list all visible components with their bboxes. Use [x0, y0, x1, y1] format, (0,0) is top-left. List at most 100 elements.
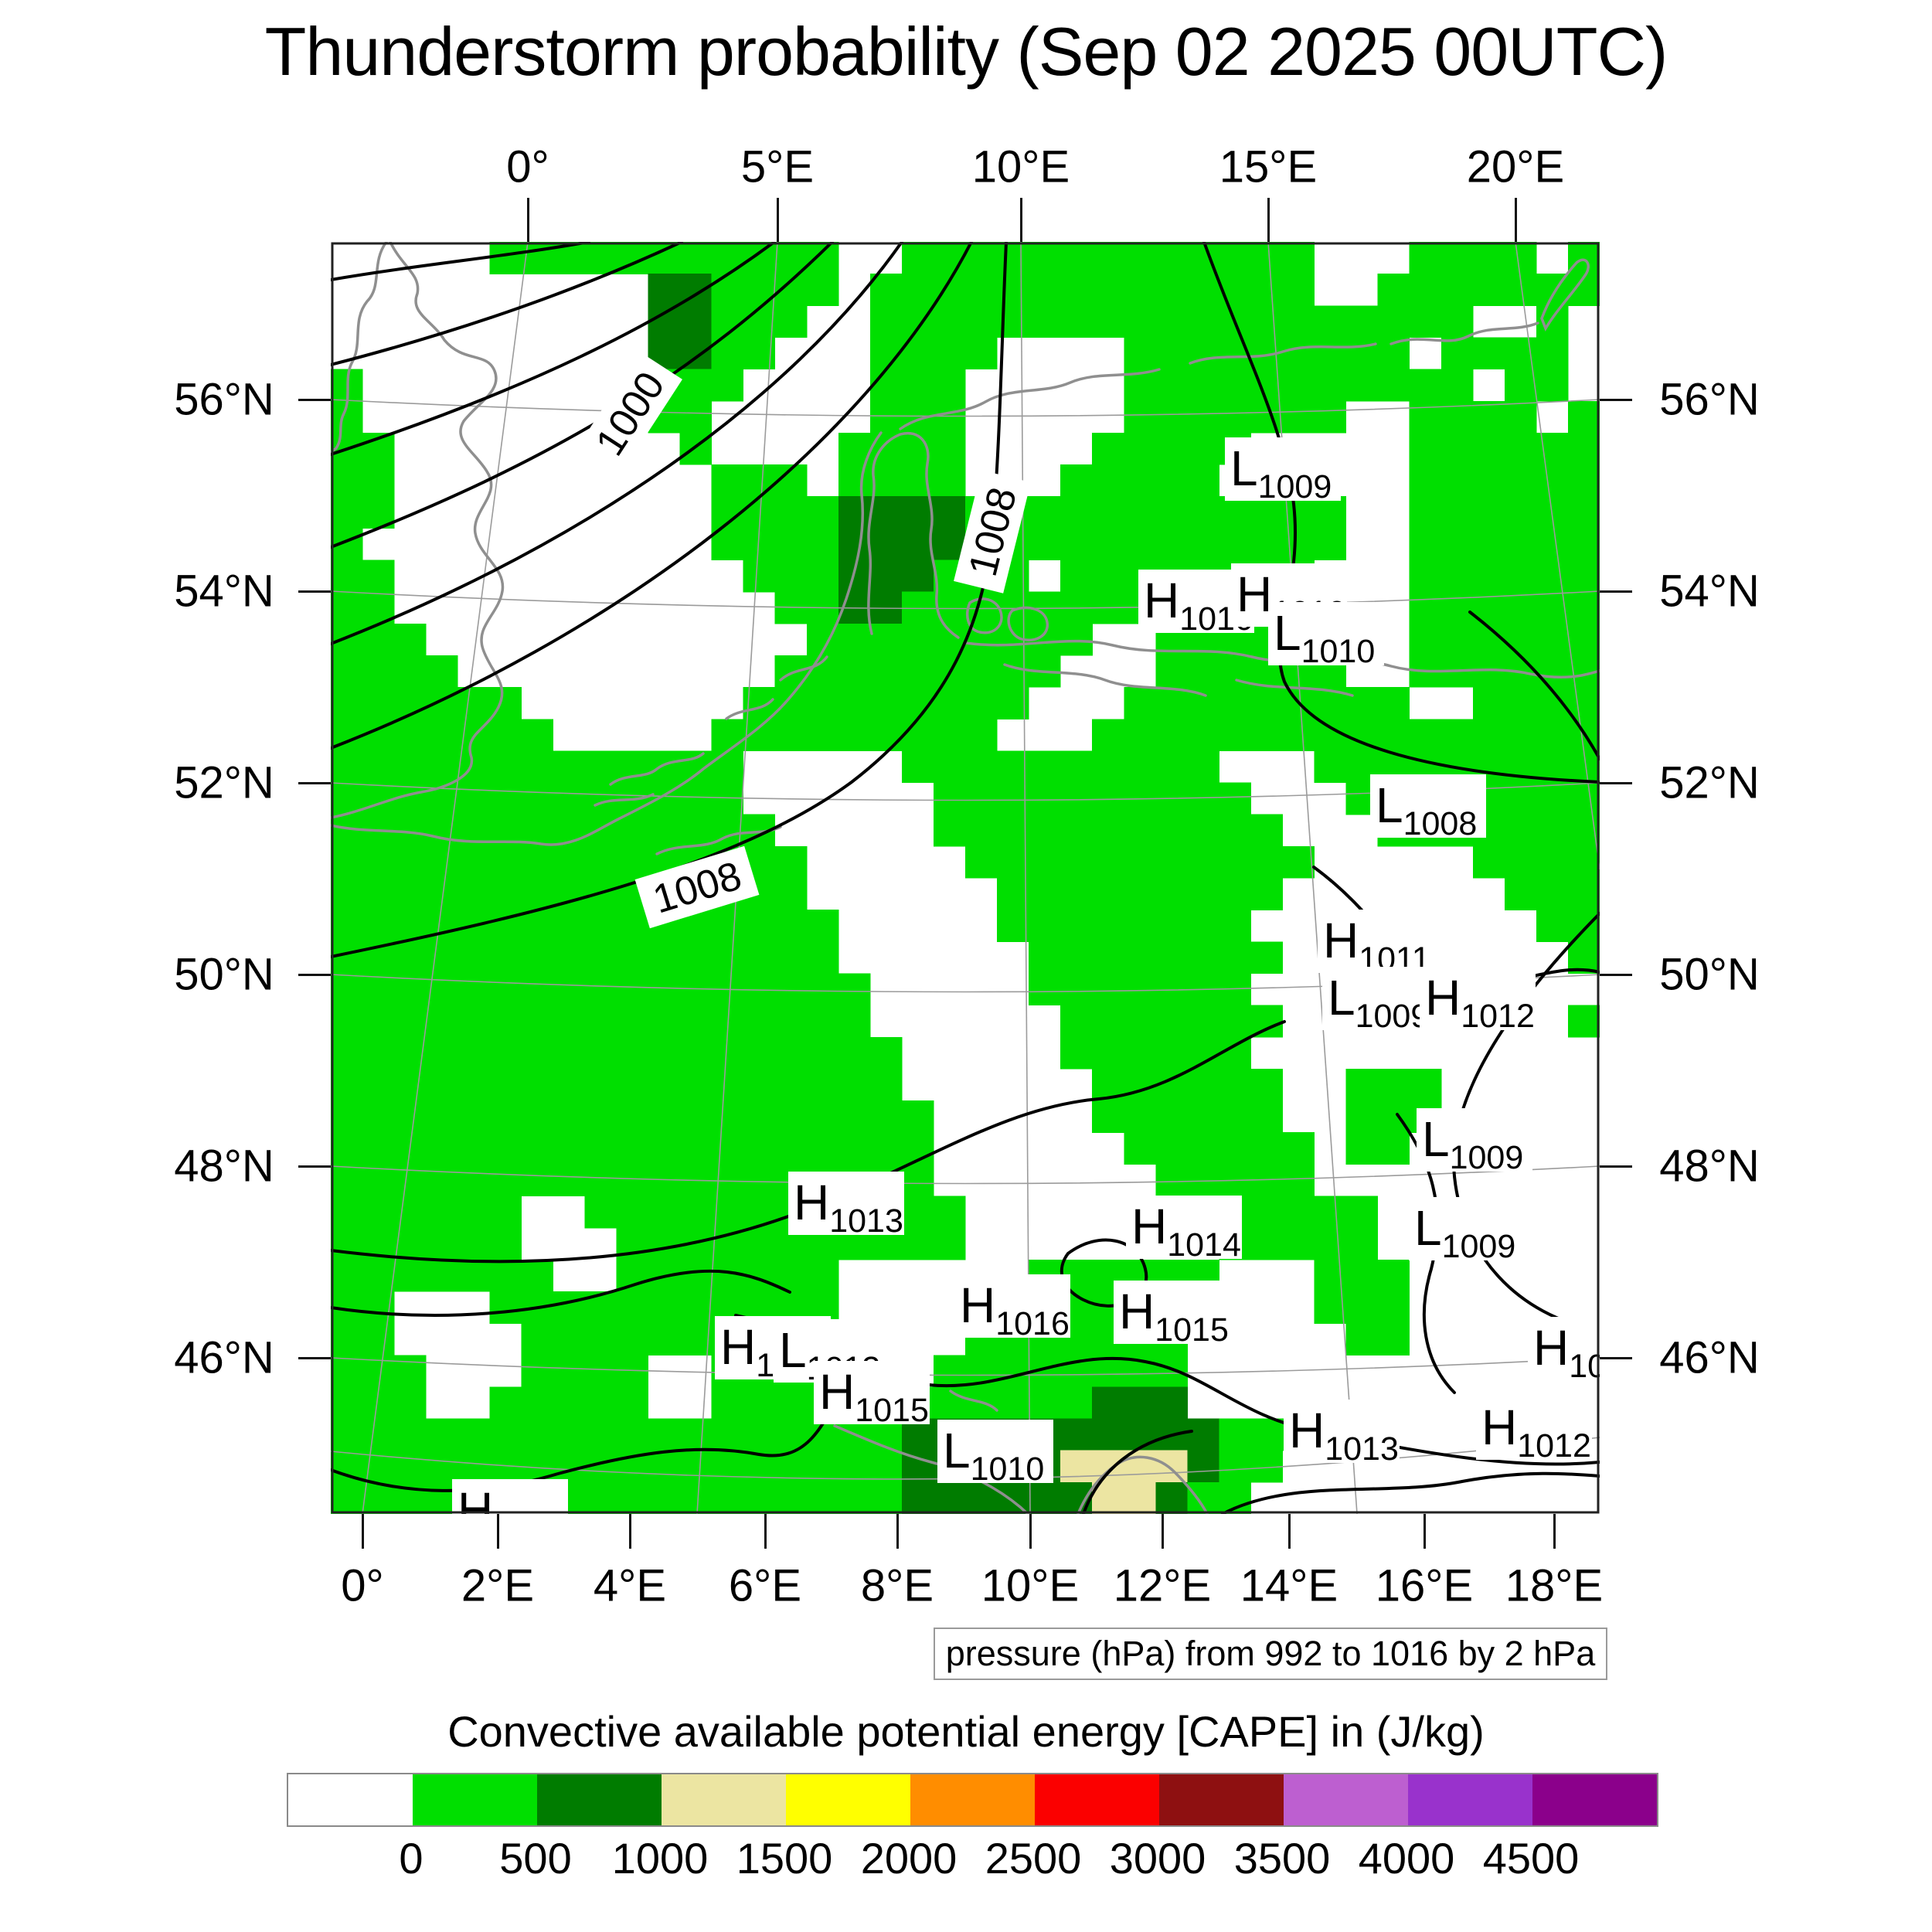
cape-cell [774, 910, 808, 942]
cape-cell [1282, 305, 1315, 338]
cape-cell [616, 1481, 649, 1514]
bottom-axis-label: 18°E [1505, 1560, 1604, 1611]
pressure-center-label-l1009: L1009 [1409, 1197, 1525, 1265]
cape-cell [457, 1036, 490, 1070]
cape-cell [806, 1005, 839, 1038]
cape-cell [869, 687, 903, 719]
cape-cell [1187, 910, 1219, 942]
cape-cell [806, 973, 839, 1006]
cape-cell [394, 1450, 427, 1483]
cape-cell [553, 1005, 585, 1038]
cape-cell [869, 1036, 903, 1070]
isobar-contour [331, 242, 683, 366]
cape-cell [1187, 1418, 1219, 1451]
cape-cell [1092, 1386, 1124, 1420]
cape-cell [933, 750, 966, 784]
cape-cell [1092, 464, 1124, 497]
isobar-contour [331, 242, 903, 645]
cape-cell [1504, 878, 1537, 910]
cape-cell [1536, 910, 1569, 942]
cape-cell [965, 305, 998, 338]
cape-cell [616, 973, 649, 1006]
cape-cell [1282, 719, 1315, 752]
cape-cell [331, 1481, 363, 1514]
cape-cell [489, 1418, 522, 1451]
cape-cell [711, 910, 744, 942]
cape-cell [1155, 274, 1188, 306]
cape-cell [1092, 560, 1124, 593]
isobar-contour [1221, 1471, 1600, 1514]
right-axis-label: 46°N [1659, 1332, 1760, 1383]
cape-cell [869, 1481, 903, 1514]
colorbar-tick-label: 3500 [1233, 1834, 1331, 1883]
cape-cell [1567, 910, 1600, 942]
cape-cell [806, 1481, 839, 1514]
cape-cell [838, 1481, 871, 1514]
cape-cell [933, 591, 966, 624]
cape-cell [1314, 496, 1347, 529]
cape-cell [743, 305, 776, 338]
isobar-contour [331, 1020, 1286, 1264]
cape-cell [616, 1291, 649, 1324]
cape-cell [1440, 369, 1474, 402]
cape-cell [743, 1481, 776, 1514]
cape-cell [489, 1291, 522, 1324]
cape-cell [901, 1164, 934, 1197]
cape-cell [1314, 400, 1347, 434]
cape-cell [965, 337, 998, 370]
cape-cell [616, 1036, 649, 1070]
cape-cell [394, 750, 427, 784]
cape-cell [521, 782, 553, 815]
cape-cell [933, 369, 966, 402]
colorbar-segment [1159, 1774, 1284, 1825]
cape-cell [1440, 337, 1474, 370]
cape-cell [997, 782, 1029, 815]
cape-cell [806, 1036, 839, 1070]
cape-cell [521, 750, 553, 784]
cape-cell [1187, 305, 1219, 338]
cape-cell [711, 1418, 744, 1451]
cape-cell [1440, 560, 1474, 593]
cape-cell [394, 623, 427, 656]
cape-cell [648, 305, 681, 338]
cape-cell [1282, 369, 1315, 402]
cape-cell [1536, 814, 1569, 847]
cape-cell [1155, 1386, 1188, 1420]
cape-cell [743, 1418, 776, 1451]
cape-cell [806, 528, 839, 561]
cape-cell [426, 1164, 458, 1197]
cape-cell [1282, 528, 1315, 561]
cape-cell [1282, 845, 1315, 879]
cape-cell [743, 1068, 776, 1101]
cape-cell [1029, 242, 1061, 274]
cape-cell [1219, 845, 1251, 879]
cape-cell [394, 1259, 427, 1292]
cape-cell [933, 305, 966, 338]
cape-cell [1282, 242, 1315, 274]
colorbar-title: Convective available potential energy [C… [447, 1707, 1485, 1756]
cape-cell [457, 1227, 490, 1260]
colorbar-tick-label: 2000 [860, 1834, 957, 1883]
cape-cell [679, 1068, 713, 1101]
cape-cell [1536, 655, 1569, 688]
cape-cell [1282, 1132, 1315, 1165]
cape-cell [616, 1068, 649, 1101]
cape-cell [331, 1227, 363, 1260]
cape-cell [362, 1259, 395, 1292]
cape-cell [1345, 687, 1379, 719]
cape-cell [521, 845, 553, 879]
cape-cell [616, 1323, 649, 1355]
bottom-axis-tick [896, 1514, 899, 1549]
colorbar-segment [288, 1774, 413, 1825]
cape-cell [1092, 1005, 1124, 1038]
cape-cell [457, 845, 490, 879]
cape-cell [1472, 528, 1505, 561]
cape-cell [1504, 528, 1537, 561]
coastline-german-bight [779, 655, 828, 682]
cape-cell [331, 1164, 363, 1197]
cape-cell [1409, 432, 1442, 465]
cape-cell [1536, 305, 1569, 338]
cape-cell [743, 242, 776, 274]
cape-cell [679, 782, 713, 815]
